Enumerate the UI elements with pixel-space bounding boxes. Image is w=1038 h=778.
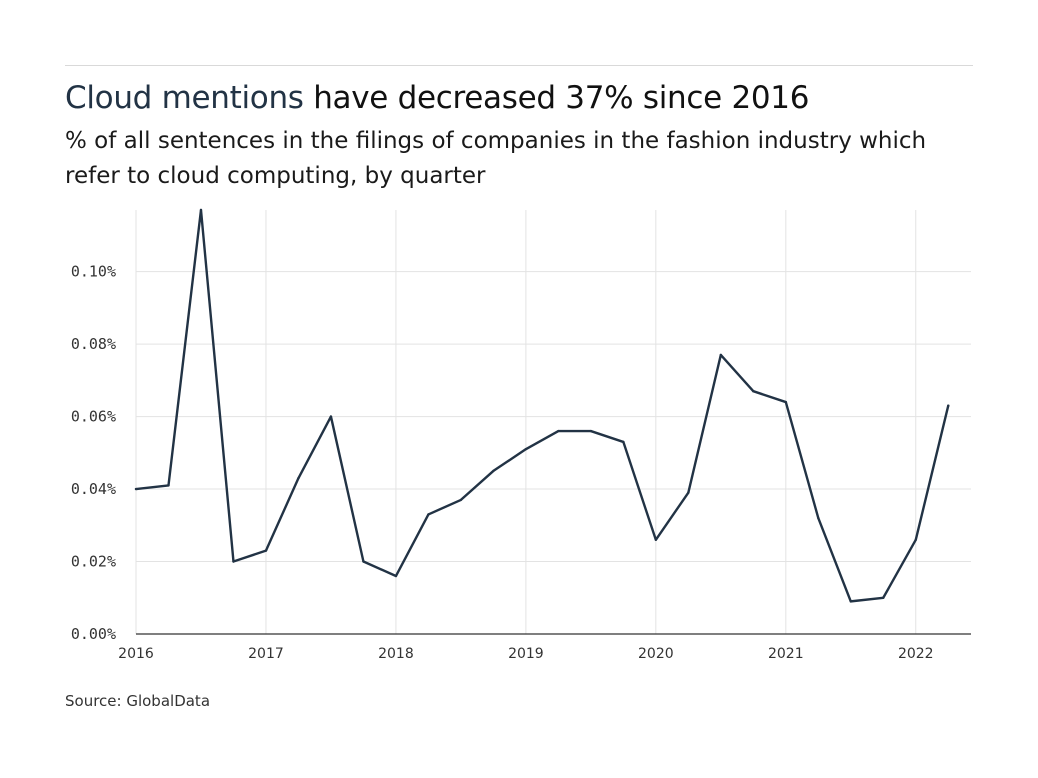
chart-subtitle: % of all sentences in the filings of com… xyxy=(65,128,927,189)
x-tick-label: 2016 xyxy=(118,646,154,662)
tick-labels: 0.00% 0.02% 0.04% 0.06% 0.08% 0.10% 2016 2017 20… xyxy=(71,263,934,662)
y-tick-label: 0.08% xyxy=(71,335,116,353)
data-point xyxy=(232,560,235,563)
data-point xyxy=(914,538,917,541)
data-point xyxy=(752,389,755,393)
x-tick-label: 2017 xyxy=(248,646,284,662)
top-divider xyxy=(65,65,973,66)
x-tick-label: 2020 xyxy=(638,646,674,662)
y-tick-label: 0.00% xyxy=(71,625,116,643)
series-line xyxy=(134,208,950,603)
x-tick-label: 2021 xyxy=(768,646,804,662)
data-point xyxy=(882,596,885,599)
x-tick-label: 2022 xyxy=(898,646,934,662)
y-tick-label: 0.10% xyxy=(71,263,116,281)
data-point xyxy=(492,469,495,473)
data-point xyxy=(297,476,300,480)
title-highlight: Cloud mentions xyxy=(65,80,304,116)
data-point xyxy=(687,491,690,494)
data-point xyxy=(134,487,138,491)
y-tick-label: 0.06% xyxy=(71,408,116,426)
grid-lines xyxy=(135,210,971,634)
data-point xyxy=(199,208,203,212)
x-tick-label: 2019 xyxy=(508,646,544,662)
data-point xyxy=(427,513,430,516)
data-point xyxy=(557,429,560,433)
data-point xyxy=(264,549,268,552)
data-point xyxy=(849,600,852,603)
data-point xyxy=(622,440,625,444)
data-point xyxy=(654,538,658,541)
data-point xyxy=(719,353,723,357)
data-point xyxy=(362,560,365,563)
data-point xyxy=(329,415,333,418)
source-note: Source: GlobalData xyxy=(65,692,211,710)
data-point xyxy=(394,574,398,578)
y-tick-label: 0.04% xyxy=(71,480,116,498)
data-point xyxy=(167,484,170,487)
data-point xyxy=(784,400,788,404)
y-tick-label: 0.02% xyxy=(71,553,116,571)
data-point xyxy=(947,404,950,407)
line-chart: 0.00% 0.02% 0.04% 0.06% 0.08% 0.10% 2016 2017 20… xyxy=(71,208,971,662)
data-point xyxy=(589,429,593,433)
title-rest: have decreased 37% since 2016 xyxy=(303,80,810,116)
chart-title: Cloud mentions have decreased 37% since … xyxy=(65,80,809,116)
series-layer xyxy=(134,208,950,603)
x-tick-label: 2018 xyxy=(378,646,414,662)
data-point xyxy=(524,447,528,451)
data-point xyxy=(459,498,463,502)
data-point xyxy=(817,516,820,520)
